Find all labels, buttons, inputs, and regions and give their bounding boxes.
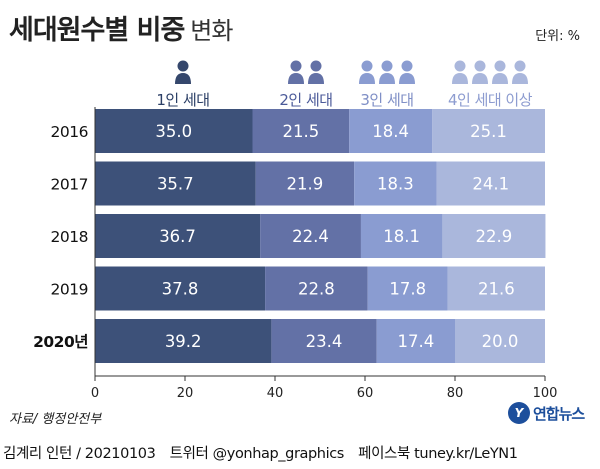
person-icon	[288, 73, 304, 84]
bar-value-label: 25.1	[470, 122, 507, 141]
bar-segment	[252, 109, 350, 153]
person-icon	[361, 60, 373, 72]
yonhap-logo: Y 연합뉴스	[508, 402, 585, 424]
bar-value-label: 20.0	[482, 332, 519, 351]
bar-value-label: 18.4	[372, 122, 409, 141]
person-icon	[512, 73, 528, 84]
legend-label: 3인 세대	[360, 91, 413, 109]
chart-title-main: 세대원수별 비중	[9, 15, 185, 46]
category-label: 2020년	[33, 332, 88, 351]
bar-value-label: 24.1	[472, 175, 509, 194]
bar-value-label: 18.3	[377, 175, 414, 194]
person-icon	[514, 60, 526, 72]
bar-segment	[367, 266, 448, 311]
category-label: 2016	[51, 123, 88, 141]
bar-value-label: 21.9	[287, 175, 324, 194]
bar-segment	[360, 214, 443, 258]
bar-segment	[436, 161, 545, 206]
bar-value-label: 17.8	[389, 280, 426, 299]
person-icon	[472, 73, 488, 84]
category-label: 2019	[51, 281, 88, 299]
category-label: 2018	[51, 228, 88, 246]
chart-title: 세대원수별 비중 변화	[9, 8, 233, 52]
bar-segment	[95, 161, 256, 206]
x-tick-label: 60	[357, 386, 374, 401]
person-icon	[175, 73, 191, 84]
person-icon	[454, 60, 466, 72]
footer-author: 김계리 인턴 / 20210103	[3, 446, 156, 462]
person-icon	[177, 60, 189, 72]
bar-value-label: 22.4	[292, 227, 329, 246]
unit-label: 단위: %	[535, 29, 580, 44]
bar-value-label: 37.8	[162, 280, 199, 299]
person-icon	[401, 60, 413, 72]
bar-value-label: 22.8	[298, 280, 335, 299]
x-tick-label: 0	[91, 386, 99, 401]
bar-value-label: 21.6	[478, 280, 515, 299]
person-icon	[381, 60, 393, 72]
bar-segment	[95, 266, 266, 311]
person-icon	[399, 73, 415, 84]
bar-segment	[260, 214, 361, 258]
person-icon	[494, 60, 506, 72]
person-icon	[290, 60, 302, 72]
bar-segment	[447, 266, 545, 311]
bar-value-label: 23.4	[306, 332, 343, 351]
bar-value-label: 22.9	[476, 227, 513, 246]
bar-segment	[432, 109, 545, 153]
chart-title-sub: 변화	[190, 17, 233, 45]
bar-segment	[255, 161, 355, 206]
x-tick-label: 20	[177, 386, 194, 401]
bar-value-label: 21.5	[283, 122, 320, 141]
bar-segment	[455, 319, 545, 363]
person-icon	[492, 73, 508, 84]
bar-segment	[95, 214, 261, 258]
bar-value-label: 17.4	[397, 332, 434, 351]
footer-twitter: 트위터 @yonhap_graphics	[169, 446, 345, 462]
source-label: 자료/ 행정안전부	[9, 412, 102, 427]
x-tick-label: 80	[447, 386, 464, 401]
bar-value-label: 18.1	[383, 227, 420, 246]
footer-credits: 김계리 인턴 / 20210103 트위터 @yonhap_graphics 페…	[3, 442, 528, 463]
person-icon	[474, 60, 486, 72]
category-label: 2017	[51, 176, 88, 194]
bar-segment	[95, 109, 253, 153]
person-icon	[379, 73, 395, 84]
yonhap-logo-mark: Y	[508, 402, 530, 424]
bar-value-label: 36.7	[159, 227, 196, 246]
footer-facebook: 페이스북 tuney.kr/LeYN1	[358, 446, 518, 462]
bar-value-label: 35.0	[155, 122, 192, 141]
bar-value-label: 35.7	[157, 175, 194, 194]
bar-segment	[349, 109, 433, 153]
legend-label: 4인 세대 이상	[448, 91, 533, 109]
yonhap-logo-text: 연합뉴스	[533, 404, 585, 423]
bar-segment	[442, 214, 546, 258]
bar-value-label: 39.2	[165, 332, 202, 351]
x-tick-label: 100	[533, 386, 558, 401]
bar-segment	[265, 266, 368, 311]
person-icon	[359, 73, 375, 84]
bar-segment	[376, 319, 455, 363]
bar-segment	[271, 319, 377, 363]
legend-label: 1인 세대	[156, 91, 209, 109]
bar-segment	[95, 319, 272, 363]
legend-label: 2인 세대	[279, 91, 332, 109]
x-tick-label: 40	[267, 386, 284, 401]
bar-segment	[354, 161, 437, 206]
person-icon	[308, 73, 324, 84]
person-icon	[310, 60, 322, 72]
person-icon	[452, 73, 468, 84]
